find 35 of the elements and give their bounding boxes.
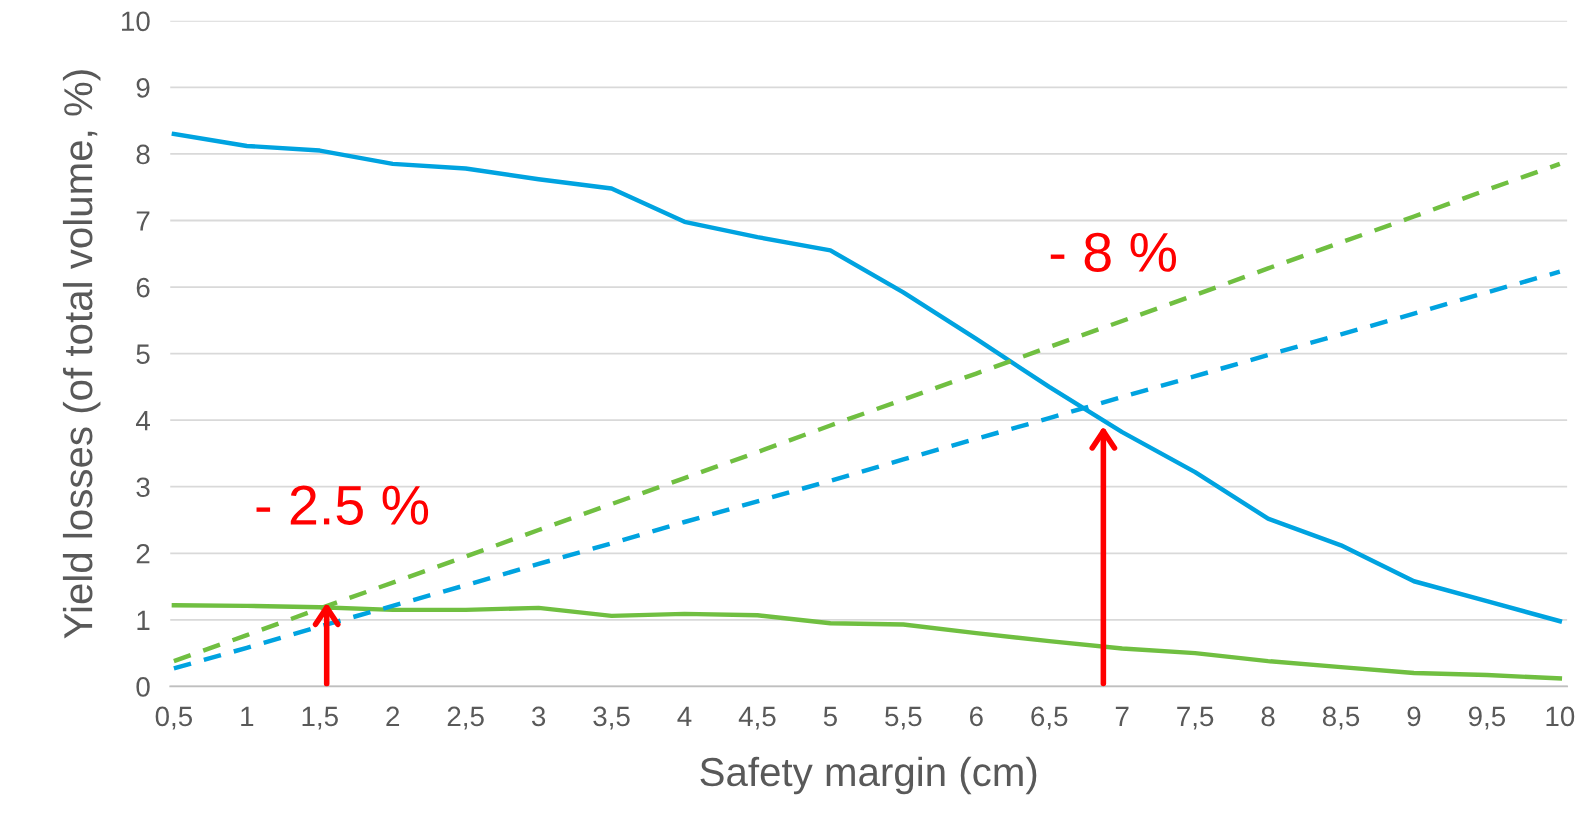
y-tick-label: 5 xyxy=(136,344,150,364)
annotation: - 8 % xyxy=(1050,232,1176,272)
y-tick-label: 0 xyxy=(136,677,150,697)
y-tick-label: 9 xyxy=(136,78,150,98)
x-tick-label: 6 xyxy=(969,706,983,727)
x-tick-label: 5 xyxy=(823,706,837,727)
y-tick-label: 8 xyxy=(136,144,150,165)
x-tick-label: 1,5 xyxy=(302,706,338,730)
x-tick-label: 3 xyxy=(531,706,546,727)
y-tick-label: 7 xyxy=(136,211,150,231)
x-tick-label: 9,5 xyxy=(1468,706,1506,730)
y-tick-label: 4 xyxy=(135,411,150,431)
x-tick-label: 10 xyxy=(1546,706,1575,727)
x-tick-label: 8 xyxy=(1261,706,1275,727)
x-tick-label: 8,5 xyxy=(1322,706,1360,730)
annotation: - 2.5 % xyxy=(256,485,429,525)
x-tick-label: 2 xyxy=(386,706,400,726)
x-tick-label: 5,5 xyxy=(885,706,922,730)
x-axis-title: Safety margin (cm) xyxy=(700,756,1037,795)
y-tick-label: 3 xyxy=(136,477,150,498)
x-tick-label: 2,5 xyxy=(447,706,484,730)
y-tick-label: 1 xyxy=(137,610,150,630)
x-tick-label: 9 xyxy=(1407,706,1421,727)
x-tick-label: 1 xyxy=(241,706,254,726)
y-axis-title: Yield losses (of total volume, %) xyxy=(62,70,101,639)
x-tick-label: 4,5 xyxy=(738,706,776,730)
x-tick-label: 7,5 xyxy=(1177,706,1214,730)
y-tick-label: 6 xyxy=(136,277,150,298)
x-tick-label: 3,5 xyxy=(593,706,630,730)
x-tick-label: 6,5 xyxy=(1031,706,1068,730)
x-tick-label: 0,5 xyxy=(155,706,193,730)
x-tick-label: 4 xyxy=(677,706,692,726)
y-tick-label: 10 xyxy=(122,11,150,32)
y-tick-label: 2 xyxy=(136,543,150,564)
x-tick-label: 7 xyxy=(1115,706,1129,726)
